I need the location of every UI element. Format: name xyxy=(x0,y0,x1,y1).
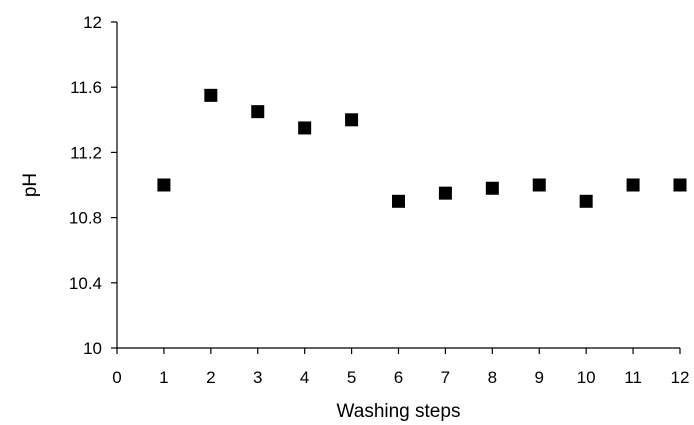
data-point xyxy=(626,178,640,192)
data-points xyxy=(157,88,687,208)
y-tick-label: 12 xyxy=(83,13,102,32)
y-tick-label: 11.2 xyxy=(70,143,102,162)
data-point xyxy=(485,181,499,195)
data-point xyxy=(579,194,593,208)
x-tick-label: 0 xyxy=(112,368,121,387)
y-ticks: 10 10.4 10.8 11.2 11.6 12 xyxy=(69,13,117,358)
x-tick-label: 11 xyxy=(624,368,642,387)
x-tick-label: 12 xyxy=(671,368,690,387)
x-tick-label: 4 xyxy=(300,368,309,387)
x-tick-label: 10 xyxy=(577,368,596,387)
data-point xyxy=(532,178,546,192)
x-tick-label: 1 xyxy=(159,368,168,387)
data-point xyxy=(157,178,171,192)
y-axis-title: pH xyxy=(20,173,41,197)
x-tick-label: 5 xyxy=(347,368,356,387)
data-point xyxy=(345,113,359,127)
data-point xyxy=(673,178,687,192)
axes xyxy=(116,22,680,349)
x-tick-label: 9 xyxy=(535,368,544,387)
data-point xyxy=(392,194,405,208)
x-ticks: 0 1 2 3 4 5 6 7 8 9 10 11 12 xyxy=(112,348,689,387)
x-axis-title: Washing steps xyxy=(337,401,461,422)
x-tick-label: 7 xyxy=(441,368,450,387)
y-tick-label: 10.8 xyxy=(69,209,102,228)
x-tick-label: 8 xyxy=(488,368,497,387)
data-point xyxy=(438,186,452,200)
y-tick-label: 10.4 xyxy=(69,274,102,293)
data-point xyxy=(298,121,312,135)
x-tick-label: 3 xyxy=(253,368,262,387)
data-point xyxy=(251,105,265,119)
y-tick-label: 11.6 xyxy=(70,78,102,97)
x-tick-label: 6 xyxy=(394,368,403,387)
x-tick-label: 2 xyxy=(206,368,215,387)
y-tick-label: 10 xyxy=(83,339,102,358)
data-point xyxy=(204,88,218,102)
